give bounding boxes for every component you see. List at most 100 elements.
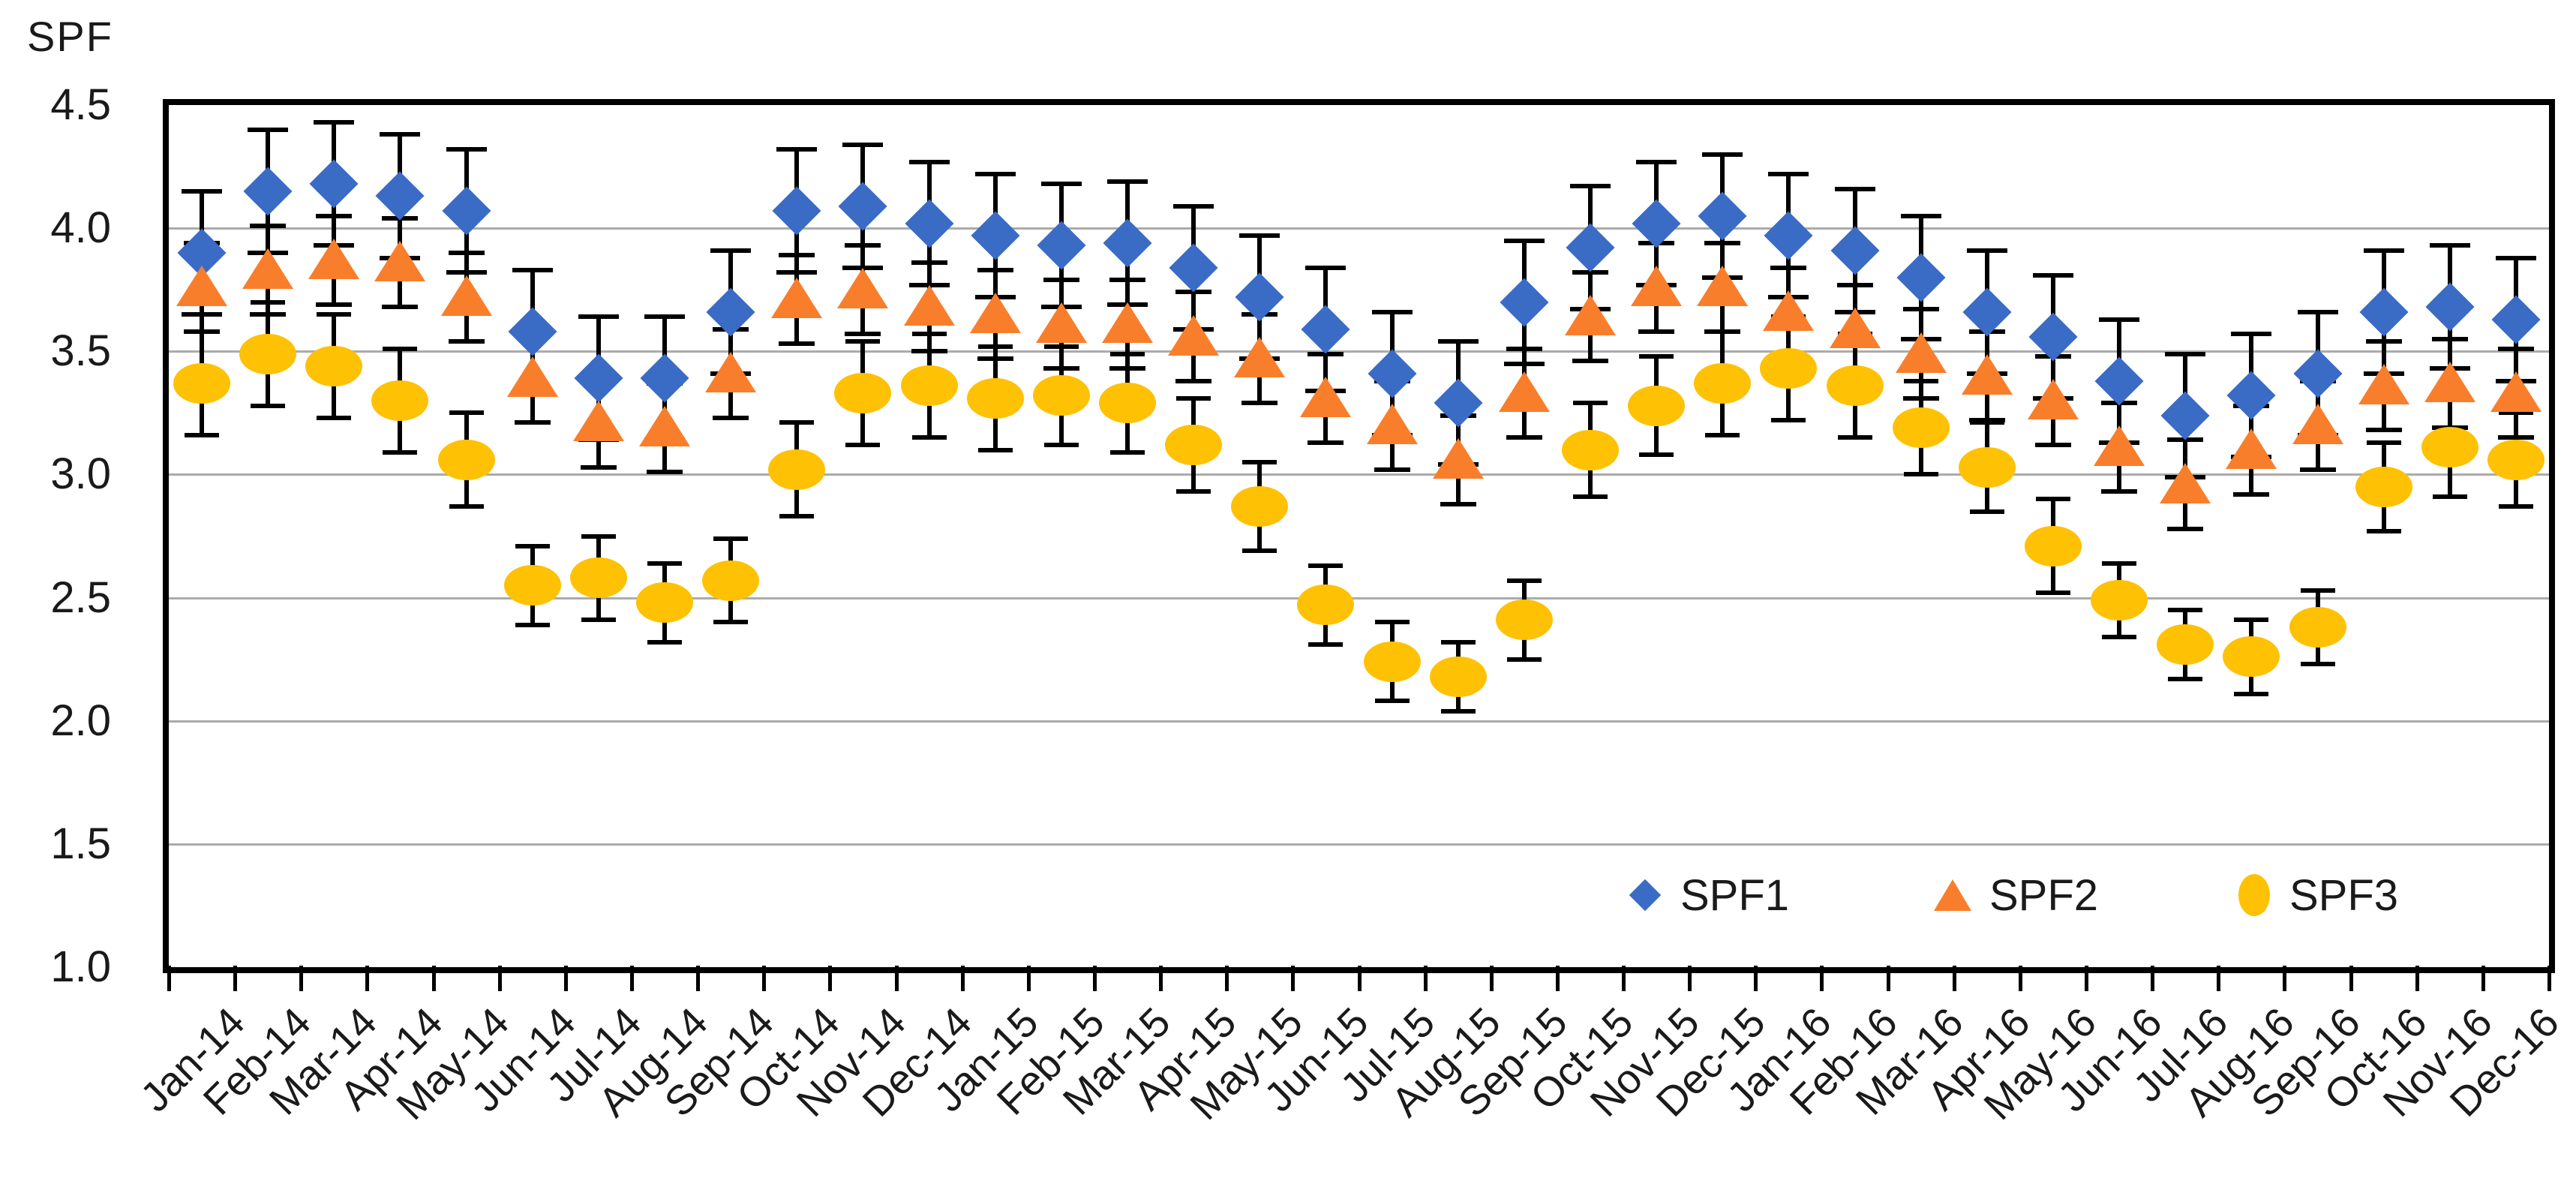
data-point-spf3 bbox=[834, 373, 892, 414]
error-bar-cap bbox=[1308, 642, 1344, 647]
error-bar-cap bbox=[251, 403, 286, 408]
error-bar-cap bbox=[182, 188, 223, 194]
y-axis-label: 2.0 bbox=[50, 696, 111, 745]
error-bar-cap bbox=[2167, 526, 2204, 531]
data-point-spf3 bbox=[437, 439, 495, 480]
data-point-spf2 bbox=[1961, 354, 2013, 395]
error-bar-cap bbox=[1569, 184, 1611, 189]
x-axis-tick bbox=[828, 966, 833, 991]
error-bar-cap bbox=[449, 410, 484, 416]
data-point-spf3 bbox=[1628, 385, 1686, 426]
x-axis-tick bbox=[1225, 966, 1229, 991]
error-bar-cap bbox=[2233, 491, 2270, 497]
error-bar-cap bbox=[1175, 290, 1212, 295]
y-axis-label: 1.0 bbox=[50, 942, 111, 991]
error-bar-cap bbox=[185, 329, 220, 335]
error-bar-cap bbox=[644, 314, 686, 320]
error-bar-cap bbox=[2231, 332, 2272, 337]
data-point-spf2 bbox=[2358, 364, 2409, 405]
error-bar-cap bbox=[1371, 309, 1413, 314]
error-bar-cap bbox=[1437, 339, 1479, 344]
error-bar-cap bbox=[1768, 171, 1809, 176]
error-bar-cap bbox=[1770, 265, 1807, 270]
error-bar-cap bbox=[845, 443, 881, 448]
x-axis-tick bbox=[1026, 966, 1031, 991]
error-bar-cap bbox=[512, 267, 553, 272]
x-axis-tick bbox=[2217, 966, 2221, 991]
error-bar-cap bbox=[2366, 528, 2401, 533]
error-bar-cap bbox=[383, 347, 418, 351]
x-axis-tick bbox=[2547, 966, 2551, 991]
data-point-spf2 bbox=[1234, 337, 1286, 378]
x-axis-tick bbox=[2151, 966, 2155, 991]
data-point-spf2 bbox=[308, 238, 360, 279]
legend-label: SPF1 bbox=[1680, 870, 1790, 920]
error-bar-cap bbox=[1110, 449, 1145, 455]
error-bar-cap bbox=[1173, 203, 1214, 209]
data-point-spf3 bbox=[2223, 636, 2280, 678]
error-bar-cap bbox=[448, 339, 485, 344]
legend-item-spf1: SPF1 bbox=[1628, 869, 1789, 921]
x-axis-tick bbox=[1489, 966, 1494, 991]
x-axis-tick bbox=[1754, 966, 1758, 991]
error-bar-cap bbox=[1902, 307, 1939, 312]
error-bar-cap bbox=[1702, 152, 1743, 157]
data-point-spf2 bbox=[771, 278, 823, 319]
data-point-spf2 bbox=[903, 285, 955, 326]
data-point-spf3 bbox=[1231, 486, 1289, 527]
data-point-spf2 bbox=[440, 275, 492, 317]
y-axis-label: 3.5 bbox=[50, 326, 111, 376]
error-bar-cap bbox=[845, 339, 881, 344]
error-bar-cap bbox=[974, 171, 1016, 176]
error-bar-cap bbox=[2101, 489, 2138, 494]
data-point-spf3 bbox=[636, 582, 694, 624]
legend-label: SPF3 bbox=[2289, 870, 2399, 920]
error-bar-cap bbox=[581, 533, 616, 539]
error-bar-cap bbox=[2431, 336, 2468, 341]
data-point-spf2 bbox=[837, 268, 889, 309]
error-bar-cap bbox=[2234, 691, 2269, 696]
data-point-spf3 bbox=[2157, 624, 2214, 665]
error-bar-cap bbox=[1374, 620, 1410, 625]
error-bar-cap bbox=[449, 504, 484, 509]
data-point-spf3 bbox=[1561, 429, 1619, 470]
y-axis-title: SPF bbox=[27, 13, 113, 60]
error-bar-cap bbox=[314, 119, 355, 125]
error-bar-cap bbox=[581, 618, 616, 623]
error-bar-cap bbox=[779, 341, 815, 347]
error-bar-cap bbox=[1176, 395, 1211, 401]
error-bar-cap bbox=[908, 159, 950, 164]
data-point-spf3 bbox=[1032, 375, 1090, 416]
error-bar-cap bbox=[1638, 329, 1675, 335]
data-point-spf3 bbox=[2487, 439, 2544, 480]
error-bar-cap bbox=[1837, 435, 1872, 440]
data-point-spf2 bbox=[1366, 403, 1418, 444]
error-bar-cap bbox=[1969, 420, 2004, 425]
data-point-spf2 bbox=[969, 293, 1021, 334]
error-bar-cap bbox=[580, 464, 617, 470]
error-bar-cap bbox=[2365, 339, 2402, 344]
error-bar-cap bbox=[1503, 238, 1545, 243]
plot-area-border bbox=[163, 99, 2555, 973]
error-bar-cap bbox=[1900, 213, 1941, 218]
error-bar-cap bbox=[2363, 248, 2404, 253]
data-point-spf3 bbox=[1694, 362, 1752, 404]
data-point-spf2 bbox=[506, 356, 558, 398]
x-axis-tick bbox=[1688, 966, 1692, 991]
error-bar-cap bbox=[779, 514, 815, 519]
error-bar-cap bbox=[1043, 278, 1079, 283]
error-bar-cap bbox=[2432, 494, 2467, 499]
error-bar-cap bbox=[1107, 179, 1148, 184]
error-bar-cap bbox=[1110, 351, 1145, 356]
error-bar-cap bbox=[1308, 440, 1344, 445]
error-bar-cap bbox=[713, 536, 749, 541]
legend-diamond-icon bbox=[1629, 879, 1662, 912]
error-bar-cap bbox=[1305, 265, 1347, 270]
error-bar-cap bbox=[2300, 587, 2335, 593]
data-point-spf3 bbox=[173, 362, 231, 404]
legend-label: SPF2 bbox=[1989, 870, 2099, 920]
x-axis-tick bbox=[1622, 966, 1626, 991]
x-axis-tick bbox=[1423, 966, 1428, 991]
error-bar-cap bbox=[2102, 560, 2137, 566]
